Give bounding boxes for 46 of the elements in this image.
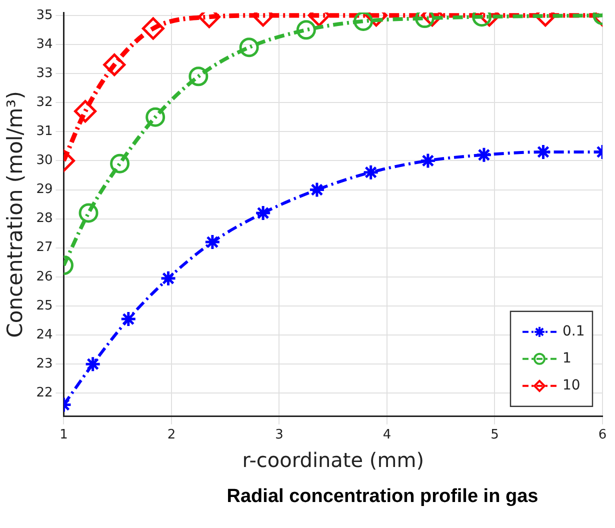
point [534,144,552,160]
y-tick-label: 28 [36,211,53,226]
legend-label: 10 [562,378,580,394]
y-tick-label: 34 [36,36,53,52]
x-tick-label: 3 [275,428,284,443]
text: Radial concentration profile in gas [226,486,540,508]
point [103,54,126,76]
point [354,12,374,31]
y-tick-label: 35 [36,8,53,23]
x-tick-label: 2 [167,428,176,443]
point [78,203,98,223]
point [120,310,137,328]
y-tick-label: 33 [36,66,53,81]
x-tick-label: 6 [598,428,607,443]
point [146,107,166,127]
y-tick-label: 23 [36,356,53,372]
point [142,17,164,40]
y-tick-label: 29 [36,182,53,198]
point [188,66,208,86]
point [254,204,272,222]
y-axis-title: Concentration (mol/m³) [3,91,28,338]
point [420,152,436,169]
point [239,38,259,58]
point [204,234,221,250]
point [296,20,316,40]
x-tick-label: 4 [382,428,392,443]
x-tick-label: 5 [490,428,499,443]
point [110,154,130,174]
y-tick-label: 26 [36,269,53,284]
legend-label: 1 [562,350,572,367]
y-tick-label: 32 [36,94,53,110]
x-tick-label: 1 [60,428,68,443]
point [160,270,177,287]
point [74,100,97,123]
y-tick-label: 22 [36,386,53,401]
legend-label: 0.1 [562,324,585,340]
point [476,146,492,164]
x-axis-title: r-coordinate (mm) [242,448,424,472]
y-tick-label: 25 [36,298,53,314]
point [308,182,326,198]
y-tick-label: 27 [36,240,53,256]
point [84,356,102,372]
y-tick-label: 24 [36,327,53,342]
y-tick-label: 31 [36,124,53,140]
y-tick-label: 30 [36,153,53,168]
point [362,164,380,181]
